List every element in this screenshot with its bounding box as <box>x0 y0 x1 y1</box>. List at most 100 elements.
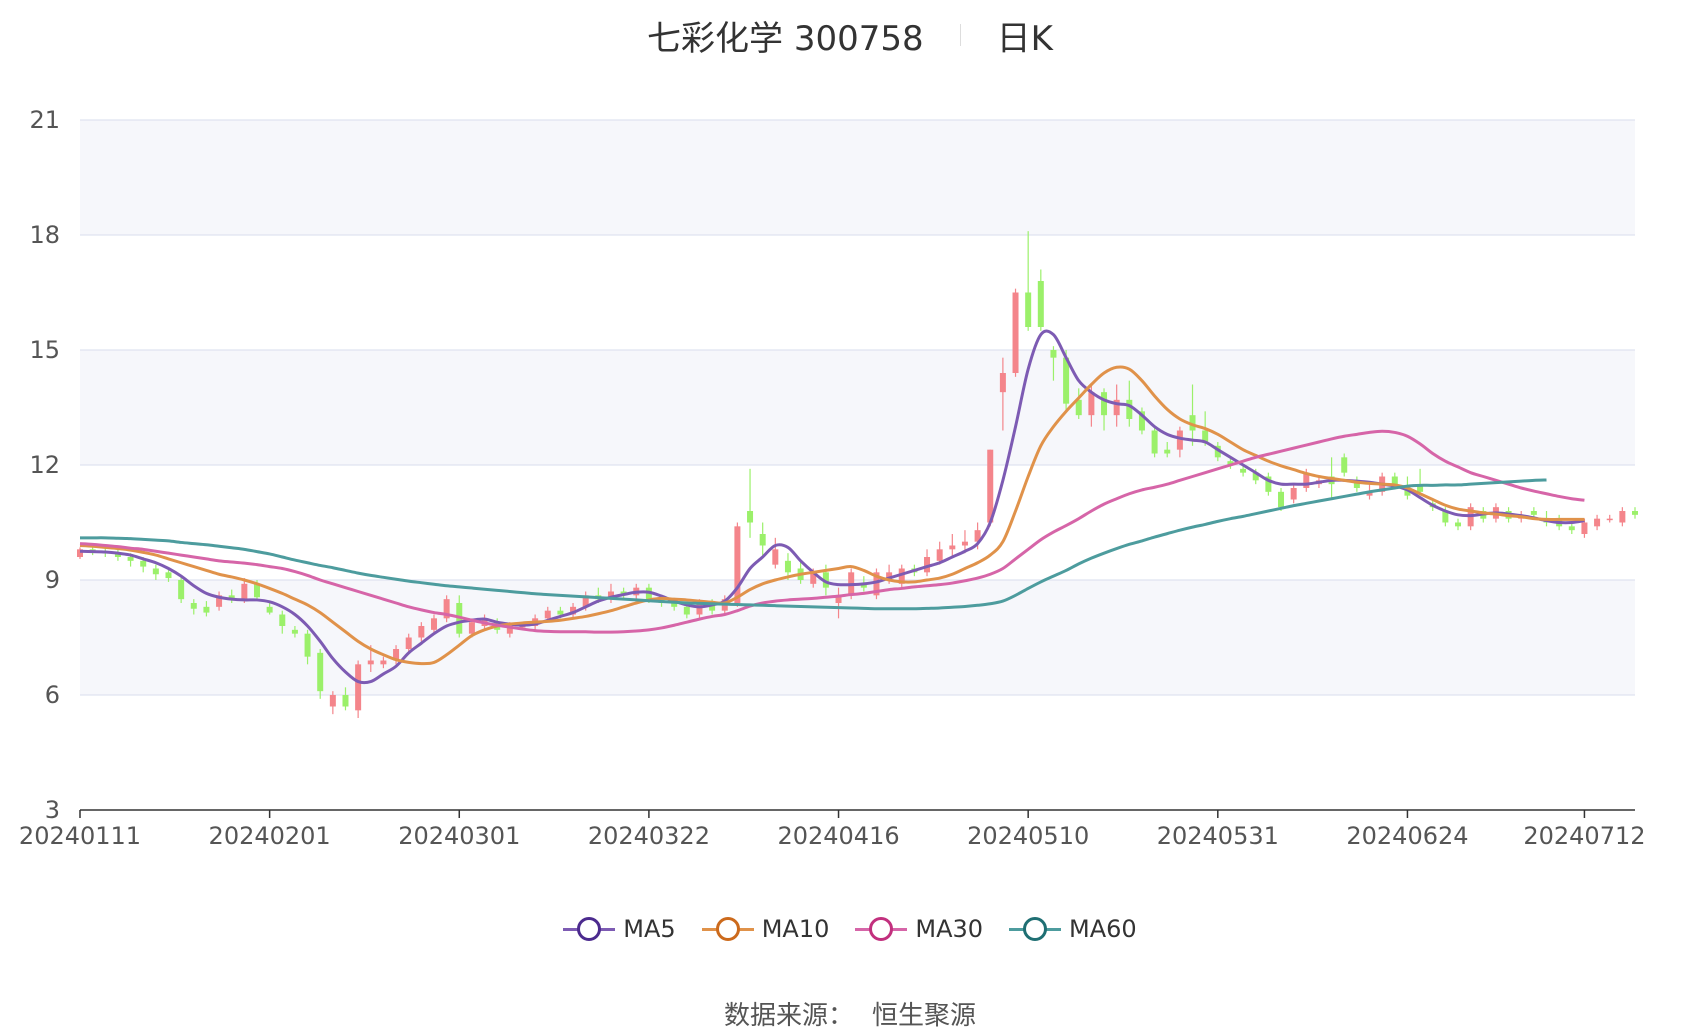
candle-body <box>253 583 260 598</box>
candle <box>1227 457 1234 469</box>
title-separator <box>959 24 961 46</box>
source-value: 恒生聚源 <box>872 1001 977 1031</box>
candle <box>987 449 994 527</box>
candle-body <box>1012 292 1019 373</box>
candle <box>1025 231 1032 331</box>
candle-body <box>1568 526 1575 531</box>
candle-body <box>949 545 956 550</box>
candle <box>152 564 159 580</box>
candle <box>380 656 387 669</box>
y-axis: 3 6 9 12 15 18 21 <box>29 106 60 824</box>
candle <box>999 357 1006 431</box>
candle-body <box>127 557 134 561</box>
candle-body <box>734 526 741 603</box>
candle <box>961 530 968 554</box>
candle-body <box>418 626 425 638</box>
candle <box>329 691 336 715</box>
chart-period: 日K <box>996 18 1053 59</box>
candle-body <box>1202 430 1209 442</box>
candle <box>1189 384 1196 446</box>
candle <box>77 547 83 559</box>
x-tick-label: 20240712 <box>1523 822 1645 850</box>
candle-body <box>519 626 526 628</box>
source-label: 数据来源： <box>723 1001 854 1031</box>
candle-body <box>1303 472 1310 488</box>
candle-body <box>1126 399 1133 419</box>
candle-body <box>1265 476 1272 492</box>
candle <box>418 622 425 642</box>
candle-body <box>860 583 867 588</box>
y-tick-label: 3 <box>45 796 60 824</box>
candle <box>405 633 412 653</box>
candle-body <box>1391 476 1398 485</box>
candle-body <box>772 549 779 565</box>
x-tick-label: 20240416 <box>777 822 899 850</box>
candle <box>1455 518 1462 531</box>
candle <box>1594 514 1601 531</box>
x-tick-label: 20240111 <box>19 822 141 850</box>
candle <box>936 541 943 565</box>
x-tick-label: 20240322 <box>588 822 710 850</box>
candle <box>1012 288 1019 377</box>
candle-body <box>1252 472 1259 481</box>
candle <box>1101 388 1108 431</box>
candle <box>228 589 235 603</box>
y-tick-label: 18 <box>29 221 60 249</box>
x-tick-label: 20240301 <box>398 822 520 850</box>
candle <box>266 603 273 615</box>
candle <box>430 614 437 634</box>
plot-band <box>80 120 1635 235</box>
legend-item-ma5[interactable]: MA5 <box>563 915 676 943</box>
series-line-ma60 <box>80 478 1547 611</box>
candle-body <box>1632 511 1638 515</box>
y-tick-label: 12 <box>29 451 60 479</box>
candle-body <box>1353 480 1360 488</box>
candle <box>1050 346 1057 381</box>
candle <box>1568 522 1575 534</box>
candle <box>1138 407 1145 435</box>
chart-title: 七彩化学 300758 <box>647 18 924 59</box>
candle-body <box>696 603 703 615</box>
x-tick-label: 20240201 <box>209 822 331 850</box>
candle-body <box>190 603 197 609</box>
candle <box>1075 388 1082 419</box>
candle <box>279 610 286 634</box>
candle-body <box>1025 292 1032 327</box>
legend-item-ma30[interactable]: MA30 <box>855 915 983 943</box>
grid-lines <box>80 119 1635 696</box>
candle-body <box>506 626 513 634</box>
candle <box>759 522 766 557</box>
candle-body <box>1164 449 1171 454</box>
candle <box>443 595 450 623</box>
candle-body <box>178 580 185 600</box>
candle-body <box>1442 511 1449 523</box>
candle-body <box>936 549 943 561</box>
candle-body <box>1278 491 1285 508</box>
candle-body <box>291 629 298 634</box>
plot-band <box>80 350 1635 465</box>
candle <box>178 576 185 603</box>
y-tick-label: 15 <box>29 336 60 364</box>
legend-item-ma60[interactable]: MA60 <box>1009 915 1137 943</box>
candle-body <box>216 595 223 607</box>
candle-body <box>1176 430 1183 450</box>
candle-body <box>393 649 400 661</box>
candle-body <box>810 572 817 584</box>
candle <box>317 649 324 699</box>
chart-title-bar: 七彩化学 300758 日K <box>0 10 1700 60</box>
candle-body <box>1606 518 1613 521</box>
candle <box>747 468 754 538</box>
candle <box>1151 426 1158 458</box>
candle-body <box>430 618 437 630</box>
plot-band <box>80 580 1635 695</box>
candle <box>835 587 842 619</box>
candle <box>165 568 172 582</box>
y-tick-label: 21 <box>29 106 60 134</box>
plot-background <box>80 120 1635 695</box>
candle-body <box>380 660 387 665</box>
candle-body <box>317 652 324 692</box>
candle-body <box>367 660 374 665</box>
legend-item-ma10[interactable]: MA10 <box>701 915 829 943</box>
y-tick-label: 6 <box>45 681 60 709</box>
